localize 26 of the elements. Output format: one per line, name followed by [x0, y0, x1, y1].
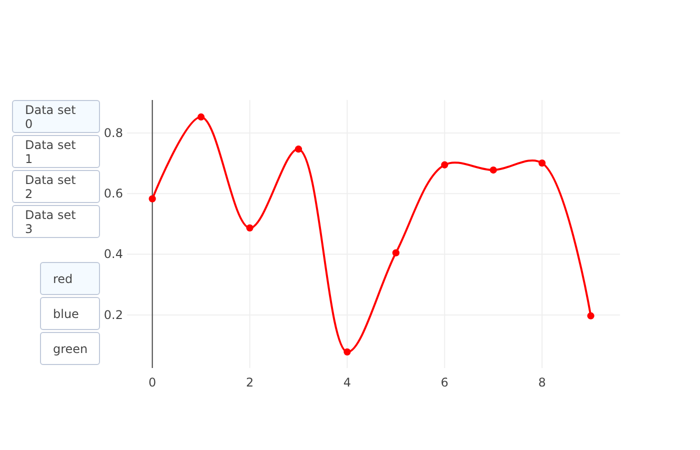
y-tick-label: 0.4	[104, 247, 123, 262]
point	[392, 249, 400, 256]
x-tick-label: 4	[343, 376, 352, 390]
x-tick-label: 0	[148, 376, 156, 390]
point	[538, 160, 546, 167]
point	[294, 146, 302, 153]
point	[441, 161, 448, 168]
button: Data set 3	[12, 205, 100, 238]
y-tick-label: 0.2	[104, 308, 123, 322]
point	[587, 312, 594, 320]
point	[246, 224, 254, 232]
button: red	[40, 262, 100, 295]
point	[344, 348, 351, 356]
point	[148, 195, 156, 202]
button: Data set 0	[12, 100, 100, 133]
x-tick-label: 8	[538, 376, 546, 390]
x-tick-label: 2	[246, 376, 254, 390]
x-tick-label: 6	[440, 376, 448, 390]
button: green	[40, 332, 100, 365]
y-tick-label: 0.6	[104, 186, 123, 201]
point	[197, 113, 205, 121]
button: Data set 1	[12, 135, 100, 168]
y-tick-label: 0.8	[104, 126, 123, 140]
point	[490, 166, 497, 174]
button: blue	[40, 297, 100, 330]
button: Data set 2	[12, 170, 100, 203]
